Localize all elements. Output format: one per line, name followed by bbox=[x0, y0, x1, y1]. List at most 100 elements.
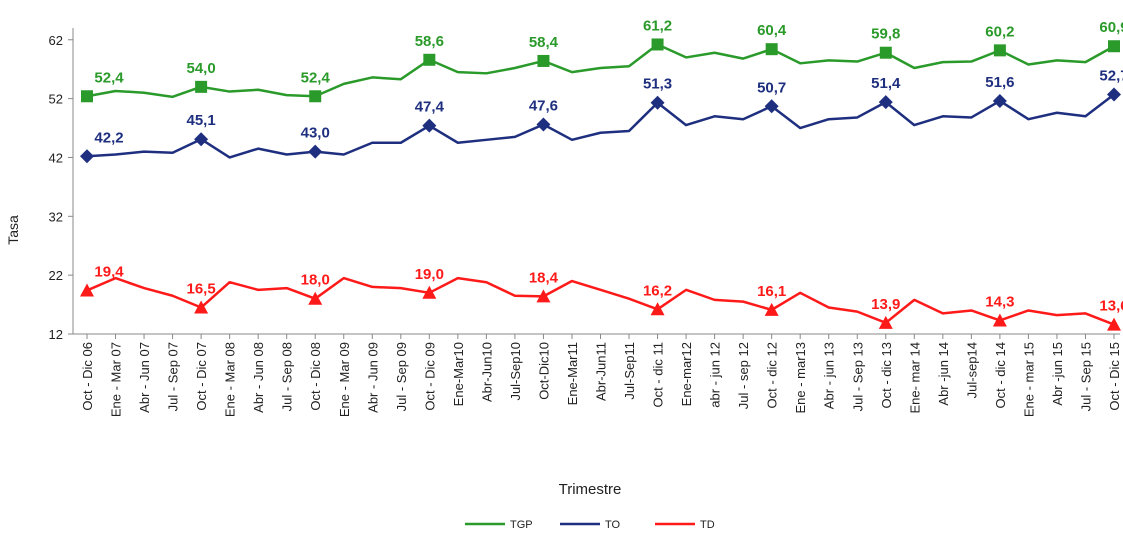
marker bbox=[80, 283, 94, 297]
x-tick-label: Oct - dic 12 bbox=[765, 342, 780, 408]
x-tick-label: Jul-Sep10 bbox=[508, 342, 523, 401]
y-tick-label: 32 bbox=[49, 209, 63, 224]
marker bbox=[1107, 317, 1121, 331]
x-tick-label: Jul - Sep 13 bbox=[850, 342, 865, 411]
y-tick-label: 22 bbox=[49, 268, 63, 283]
y-tick-label: 52 bbox=[49, 92, 63, 107]
x-tick-label: Oct - Dic 08 bbox=[308, 342, 323, 411]
data-label: 47,6 bbox=[529, 98, 558, 115]
x-tick-label: Oct - Dic 07 bbox=[194, 342, 209, 411]
data-label: 18,0 bbox=[301, 272, 330, 289]
marker bbox=[422, 118, 437, 133]
marker bbox=[764, 302, 779, 316]
x-tick-label: Jul - Sep 07 bbox=[166, 342, 181, 411]
legend-label: TD bbox=[700, 519, 715, 531]
marker bbox=[423, 53, 436, 66]
x-tick-label: Ene- mar 14 bbox=[907, 342, 922, 414]
x-tick-label: Abr - Jun 09 bbox=[365, 342, 380, 413]
data-label: 51,3 bbox=[643, 76, 672, 93]
marker bbox=[993, 44, 1006, 57]
y-axis-label: Tasa bbox=[5, 215, 21, 245]
x-tick-label: Oct - Dic 15 bbox=[1107, 342, 1122, 411]
marker bbox=[879, 46, 892, 59]
data-label: 18,4 bbox=[529, 269, 559, 286]
data-label: 42,2 bbox=[94, 129, 123, 146]
data-label: 45,1 bbox=[187, 112, 216, 129]
legend-label: TO bbox=[605, 519, 621, 531]
data-label: 52,7 bbox=[1099, 67, 1123, 84]
data-label: 43,0 bbox=[301, 125, 330, 142]
data-label: 51,4 bbox=[871, 75, 901, 92]
x-tick-label: Oct - dic 13 bbox=[879, 342, 894, 408]
series-line bbox=[86, 276, 1115, 326]
marker bbox=[650, 95, 665, 110]
x-tick-label: Abr-Jun11 bbox=[594, 342, 609, 401]
data-label: 58,6 bbox=[415, 33, 444, 50]
data-label: 50,7 bbox=[757, 79, 786, 96]
data-label: 14,3 bbox=[985, 293, 1014, 310]
data-label: 13,9 bbox=[871, 296, 900, 313]
x-tick-label: Abr-Jun10 bbox=[479, 342, 494, 402]
marker bbox=[765, 43, 778, 56]
x-tick-label: Jul-Sep11 bbox=[622, 342, 637, 400]
x-tick-label: Oct - Dic 09 bbox=[422, 342, 437, 411]
x-tick-label: Abr -jun 15 bbox=[1050, 342, 1065, 406]
y-tick-label: 62 bbox=[49, 33, 63, 48]
marker bbox=[194, 132, 209, 147]
data-label: 52,4 bbox=[301, 69, 331, 86]
data-label: 13,6 bbox=[1099, 298, 1123, 315]
data-label: 52,4 bbox=[94, 69, 124, 86]
marker bbox=[992, 313, 1007, 327]
x-tick-label: Ene - mar13 bbox=[793, 342, 808, 414]
x-tick-label: Oct - dic 11 bbox=[651, 342, 666, 408]
x-tick-label: Abr -jun 14 bbox=[936, 342, 951, 406]
x-tick-label: Oct-Dic10 bbox=[536, 342, 551, 400]
legend-label: TGP bbox=[510, 519, 533, 531]
data-label: 51,6 bbox=[985, 74, 1014, 91]
marker bbox=[651, 38, 664, 51]
marker bbox=[194, 300, 209, 314]
marker bbox=[422, 285, 437, 299]
data-label: 16,1 bbox=[757, 283, 786, 300]
marker bbox=[878, 95, 893, 110]
data-label: 54,0 bbox=[187, 60, 216, 77]
marker bbox=[80, 149, 94, 164]
marker bbox=[1108, 40, 1120, 53]
data-label: 60,2 bbox=[985, 23, 1014, 40]
x-tick-label: Ene - Mar 08 bbox=[223, 342, 238, 417]
marker bbox=[1107, 87, 1121, 102]
data-label: 59,8 bbox=[871, 26, 900, 43]
marker bbox=[878, 315, 893, 329]
data-label: 60,9 bbox=[1099, 19, 1123, 36]
y-tick-label: 42 bbox=[49, 150, 63, 165]
x-tick-label: Jul - Sep 08 bbox=[280, 342, 295, 411]
marker bbox=[992, 93, 1007, 108]
marker bbox=[537, 54, 550, 67]
x-tick-label: Ene-mar12 bbox=[679, 342, 694, 406]
x-tick-label: Abr - Jun 07 bbox=[137, 342, 152, 413]
x-tick-label: Jul-sep14 bbox=[964, 342, 979, 398]
series-line bbox=[86, 43, 1115, 99]
x-tick-label: Jul - sep 12 bbox=[736, 342, 751, 409]
x-tick-label: Ene - Mar 09 bbox=[337, 342, 352, 417]
x-tick-label: Oct - Dic 06 bbox=[80, 342, 95, 411]
marker bbox=[308, 144, 323, 159]
marker bbox=[650, 302, 665, 316]
data-label: 47,4 bbox=[415, 99, 445, 116]
marker bbox=[536, 117, 551, 132]
y-tick-label: 12 bbox=[49, 327, 63, 342]
x-tick-label: Ene-Mar11 bbox=[565, 342, 580, 405]
data-label: 16,5 bbox=[187, 281, 216, 298]
data-label: 58,4 bbox=[529, 34, 559, 51]
data-label: 19,4 bbox=[94, 263, 124, 280]
marker bbox=[81, 90, 93, 103]
marker bbox=[536, 289, 551, 303]
x-tick-label: Jul - Sep 15 bbox=[1078, 342, 1093, 411]
data-label: 16,2 bbox=[643, 282, 672, 299]
data-label: 61,2 bbox=[643, 17, 672, 34]
x-tick-label: Abr - Jun 08 bbox=[251, 342, 266, 413]
series-line bbox=[86, 93, 1115, 159]
data-label: 19,0 bbox=[415, 266, 444, 283]
x-tick-label: Abr - jun 13 bbox=[822, 342, 837, 409]
